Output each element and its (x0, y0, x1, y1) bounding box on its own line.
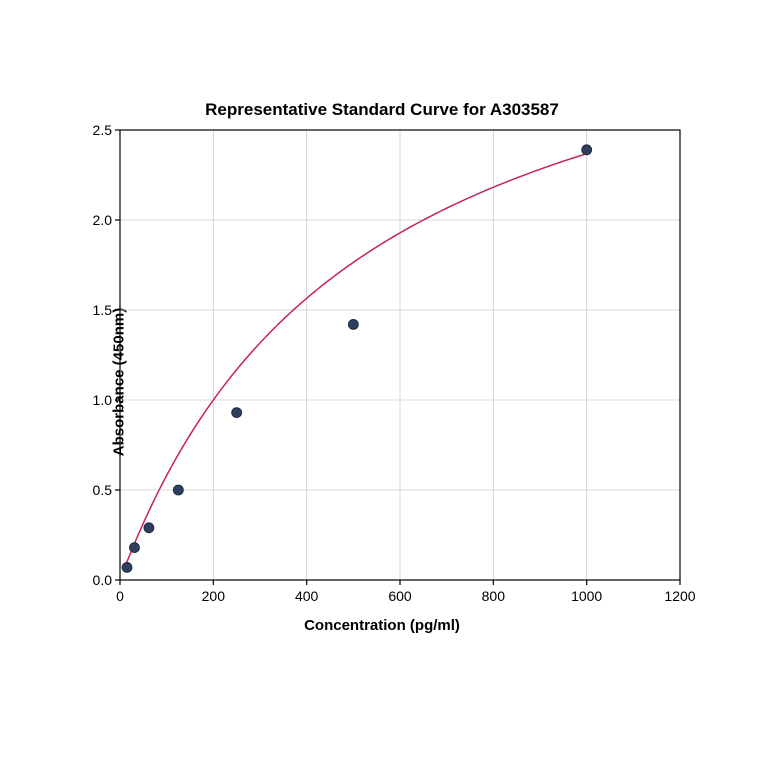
y-tick-label: 0.0 (93, 572, 120, 588)
x-tick-label: 1200 (664, 580, 695, 604)
y-tick-label: 1.0 (93, 392, 120, 408)
chart-plot-area: 0200400600800100012000.00.51.01.52.02.5 (120, 130, 680, 580)
y-tick-label: 1.5 (93, 302, 120, 318)
x-tick-label: 800 (482, 580, 505, 604)
data-point (144, 523, 154, 533)
y-tick-label: 0.5 (93, 482, 120, 498)
data-point (348, 319, 358, 329)
fit-curve (125, 154, 587, 568)
data-point (232, 408, 242, 418)
chart-title: Representative Standard Curve for A30358… (0, 100, 764, 120)
y-tick-label: 2.5 (93, 122, 120, 138)
x-axis-label: Concentration (pg/ml) (0, 617, 764, 634)
x-tick-label: 1000 (571, 580, 602, 604)
data-point (129, 543, 139, 553)
chart-svg (120, 130, 680, 580)
y-tick-label: 2.0 (93, 212, 120, 228)
data-point (173, 485, 183, 495)
x-tick-label: 400 (295, 580, 318, 604)
data-point (582, 145, 592, 155)
x-tick-label: 200 (202, 580, 225, 604)
x-tick-label: 600 (388, 580, 411, 604)
data-point (122, 562, 132, 572)
